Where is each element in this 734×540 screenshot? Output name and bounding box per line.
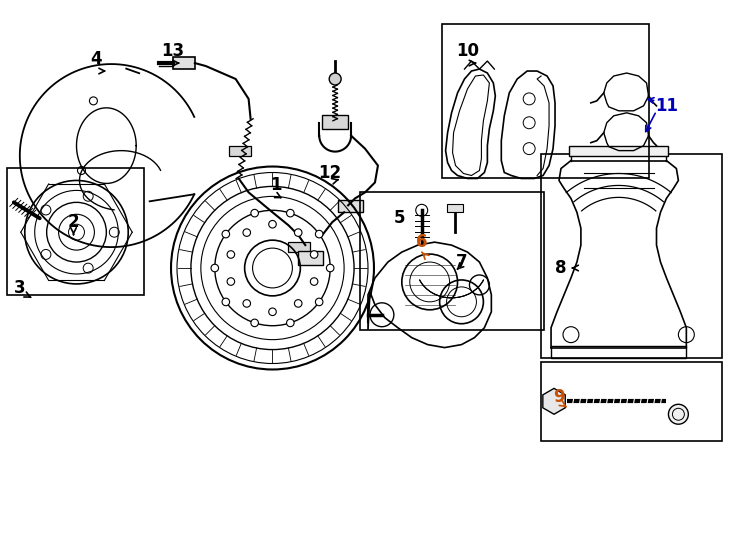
Polygon shape [543,388,565,414]
Circle shape [294,300,302,307]
Bar [551,346,686,357]
Circle shape [222,231,230,238]
Circle shape [294,229,302,237]
Circle shape [316,231,323,238]
Circle shape [329,73,341,85]
Bar [446,204,462,212]
Text: 4: 4 [90,50,102,68]
Text: 8: 8 [555,259,567,277]
Bar [541,153,722,357]
Circle shape [269,308,276,315]
Text: 9: 9 [553,388,565,406]
Circle shape [243,229,250,237]
Bar [7,167,144,295]
Circle shape [286,210,294,217]
Circle shape [251,210,258,217]
Circle shape [286,319,294,327]
Circle shape [269,220,276,228]
Bar [322,115,348,129]
Bar [229,146,250,156]
Circle shape [310,278,318,285]
Text: 10: 10 [456,42,479,60]
Circle shape [251,319,258,327]
Text: 5: 5 [394,210,406,227]
Text: 7: 7 [456,253,468,271]
Bar [173,57,195,69]
Circle shape [211,264,219,272]
Bar [442,24,649,179]
Bar [298,251,323,265]
Circle shape [243,300,250,307]
Text: 2: 2 [68,213,79,231]
Circle shape [227,278,235,285]
Circle shape [222,298,230,306]
Bar [541,361,722,441]
Bar [569,146,669,156]
Bar [288,242,310,252]
Circle shape [669,404,688,424]
Circle shape [310,251,318,258]
Circle shape [327,264,334,272]
Bar [338,200,363,212]
Text: 11: 11 [655,97,678,115]
Circle shape [227,251,235,258]
Text: 12: 12 [319,164,342,181]
Circle shape [316,298,323,306]
Text: 3: 3 [14,279,26,297]
Text: 13: 13 [161,42,184,60]
Text: 1: 1 [269,177,281,194]
Bar [360,192,544,330]
Text: 6: 6 [416,233,427,251]
